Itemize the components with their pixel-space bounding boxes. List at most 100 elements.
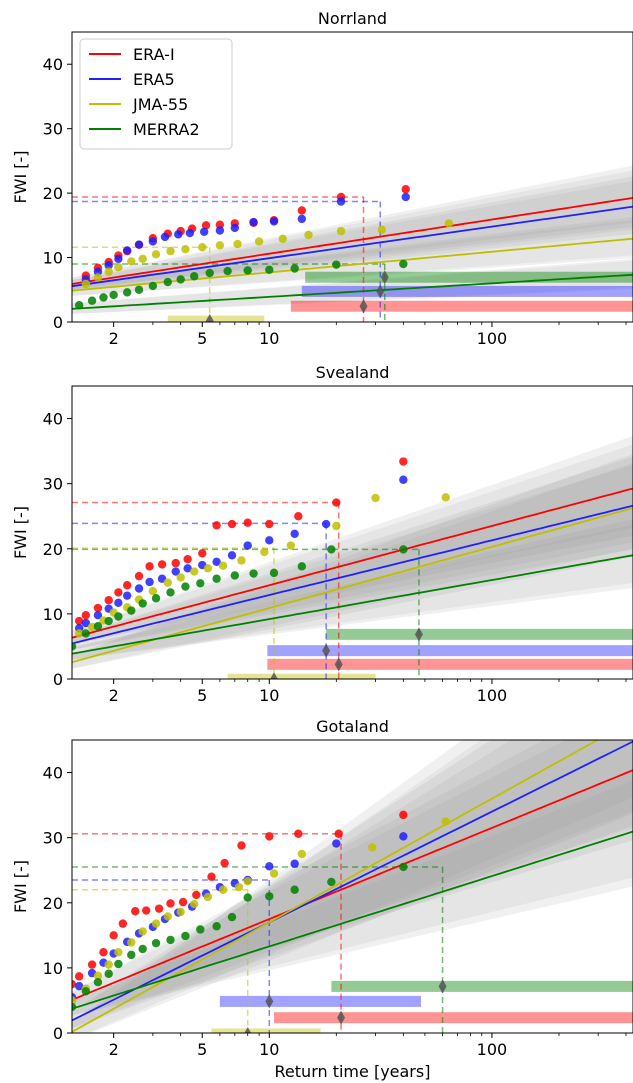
data-point-era-i	[134, 571, 144, 581]
data-point-jma-55	[81, 279, 91, 289]
fit-line-merra2	[72, 554, 633, 655]
y-tick-label: 20	[43, 540, 63, 559]
data-point-era5	[134, 584, 144, 593]
data-point-jma-55	[93, 971, 103, 980]
data-point-jma-55	[304, 230, 313, 240]
data-point-era5	[114, 254, 123, 264]
panel-title: Gotaland	[316, 717, 389, 736]
x-axis-label: Return time [years]	[275, 1062, 431, 1081]
data-point-jma-55	[441, 493, 450, 502]
data-point-merra2	[196, 925, 205, 934]
x-tick-label: 2	[109, 686, 119, 705]
y-tick-label: 30	[43, 475, 63, 494]
data-point-era-i	[166, 899, 175, 908]
data-point-era-i	[334, 829, 343, 838]
data-point-era5	[104, 261, 113, 270]
data-point-jma-55	[198, 243, 207, 252]
fit-line-era5	[72, 504, 633, 645]
x-tick-label: 100	[477, 329, 508, 348]
data-point-merra2	[399, 862, 408, 872]
data-point-era-i	[93, 603, 103, 613]
plot-area	[72, 740, 633, 1033]
data-point-era5	[81, 618, 91, 628]
x-tick-label: 5	[197, 329, 207, 348]
data-point-era5	[122, 591, 132, 600]
data-point-jma-55	[127, 257, 136, 266]
interval-marker-merra2	[438, 979, 447, 994]
data-point-merra2	[163, 277, 172, 287]
data-point-jma-55	[441, 817, 450, 826]
data-point-jma-55	[151, 919, 161, 928]
data-point-era5	[93, 267, 103, 276]
data-point-era5	[336, 197, 346, 206]
uncertainty-band-era-i	[72, 740, 633, 1008]
data-point-merra2	[269, 568, 279, 578]
data-point-merra2	[109, 290, 118, 300]
data-point-jma-55	[127, 938, 136, 947]
data-point-era-i	[265, 832, 274, 841]
data-point-jma-55	[203, 564, 213, 573]
data-point-jma-55	[163, 578, 172, 587]
data-point-era5	[185, 228, 195, 238]
uncertainty-band-era-i	[72, 170, 633, 290]
data-point-era5	[122, 246, 132, 255]
data-point-merra2	[151, 594, 161, 603]
data-point-jma-55	[203, 892, 213, 902]
data-point-jma-55	[114, 263, 123, 272]
data-point-merra2	[181, 582, 190, 591]
data-point-era-i	[178, 897, 188, 907]
data-point-merra2	[243, 266, 252, 275]
data-point-merra2	[290, 264, 299, 273]
uncertainty-band-jma-55	[72, 454, 633, 669]
data-point-era-i	[145, 562, 154, 571]
y-tick-label: 30	[43, 120, 63, 139]
data-point-merra2	[148, 281, 158, 291]
data-point-merra2	[138, 599, 147, 608]
uncertainty-band-merra2	[72, 780, 633, 1016]
data-point-era-i	[141, 906, 151, 915]
data-point-era5	[290, 859, 299, 868]
data-point-era-i	[157, 560, 167, 569]
data-point-jma-55	[151, 250, 161, 259]
ci-bar-era5	[219, 995, 421, 1007]
y-axis-label: FWI [-]	[11, 150, 30, 203]
data-point-jma-55	[104, 960, 113, 969]
data-point-jma-55	[181, 244, 190, 254]
plot-frame	[71, 739, 633, 1034]
x-tick-label: 100	[477, 686, 508, 705]
data-point-era-i	[74, 616, 84, 626]
data-point-jma-55	[237, 556, 246, 565]
interval-marker-merra2	[414, 627, 423, 642]
interval-marker-era-i	[334, 657, 343, 672]
data-point-jma-55	[215, 241, 225, 250]
ci-bar-merra2	[331, 980, 633, 992]
y-axis-label: FWI [-]	[11, 506, 30, 559]
data-point-merra2	[93, 622, 103, 631]
data-point-merra2	[181, 931, 190, 941]
data-point-merra2	[196, 579, 205, 588]
data-point-merra2	[122, 288, 132, 297]
data-point-merra2	[290, 885, 299, 894]
data-point-merra2	[189, 272, 199, 281]
fit-line-era-i	[72, 487, 633, 639]
data-point-jma-55	[444, 219, 453, 228]
uncertainty-band-era-i	[72, 165, 633, 290]
data-point-jma-55	[189, 899, 199, 909]
data-point-era-i	[171, 558, 180, 568]
data-point-era-i	[99, 948, 108, 957]
data-point-era-i	[237, 841, 246, 850]
data-point-era5	[145, 577, 154, 587]
fit-line-era5	[72, 205, 633, 288]
data-point-merra2	[327, 877, 336, 887]
data-point-merra2	[249, 569, 258, 578]
legend-label-jma-55: JMA-55	[132, 95, 188, 114]
data-point-jma-55	[138, 927, 147, 936]
interval-marker-era-i	[337, 1010, 346, 1025]
data-point-era-i	[201, 221, 211, 230]
ci-bar-era5	[301, 285, 633, 297]
data-point-jma-55	[148, 586, 158, 596]
data-point-era5	[230, 223, 239, 233]
x-tick-label: 2	[109, 329, 119, 348]
data-point-era-i	[399, 457, 408, 466]
y-tick-label: 10	[43, 605, 63, 624]
